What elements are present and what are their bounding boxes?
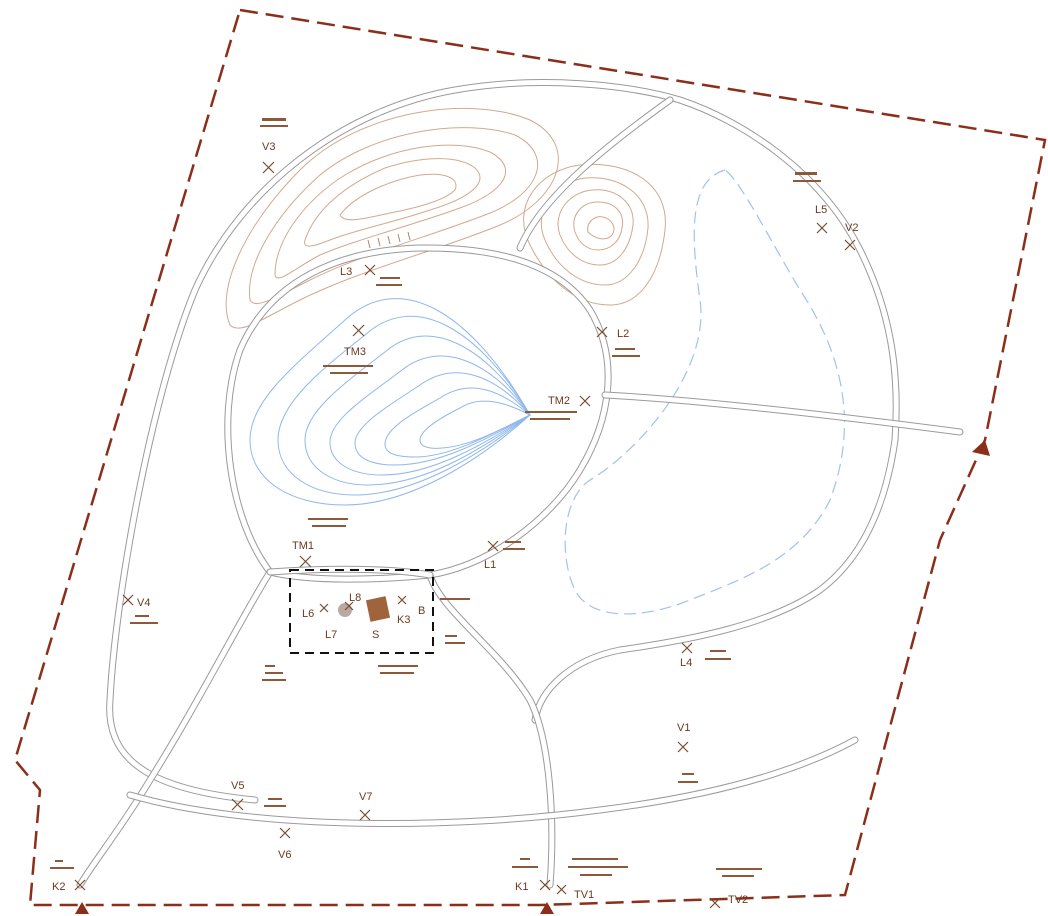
label-K2: K2 [52, 881, 65, 893]
label-K1: K1 [515, 881, 528, 893]
label-L1: L1 [484, 559, 496, 571]
label-L2: L2 [617, 328, 629, 340]
entry-triangle-icon [75, 440, 990, 914]
label-L5: L5 [815, 204, 827, 216]
site-building [365, 596, 391, 622]
label-V5: V5 [231, 780, 244, 792]
detail-area-frame [289, 569, 434, 654]
label-K3: K3 [397, 614, 410, 626]
label-L6: L6 [302, 608, 314, 620]
label-L4: L4 [680, 657, 692, 669]
label-V6: V6 [278, 849, 291, 861]
label-TM1: TM1 [292, 540, 314, 552]
x-marker-icon [74, 161, 856, 909]
label-TM2: TM2 [548, 395, 570, 407]
label-V2: V2 [845, 222, 858, 234]
label-L3: L3 [340, 266, 352, 278]
label-TV1: TV1 [574, 889, 594, 901]
label-V7: V7 [359, 791, 372, 803]
label-TV2: TV2 [728, 894, 748, 906]
label-V4: V4 [137, 597, 150, 609]
label-V3: V3 [262, 141, 275, 153]
label-TM3: TM3 [344, 346, 366, 358]
road-network [76, 79, 964, 889]
label-S: S [372, 629, 379, 641]
label-B: B [418, 605, 425, 617]
lake-contours [249, 298, 532, 506]
station-labels: V3 L5 V2 L3 L2 TM3 TM2 TM1 L1 V4 L8 L6 L… [52, 141, 858, 906]
stream [564, 169, 845, 615]
annotation-notes [50, 118, 821, 877]
hill-contours [225, 107, 666, 329]
label-L8: L8 [349, 592, 361, 604]
property-boundary [13, 8, 1047, 907]
label-V1: V1 [677, 722, 690, 734]
label-L7: L7 [325, 629, 337, 641]
